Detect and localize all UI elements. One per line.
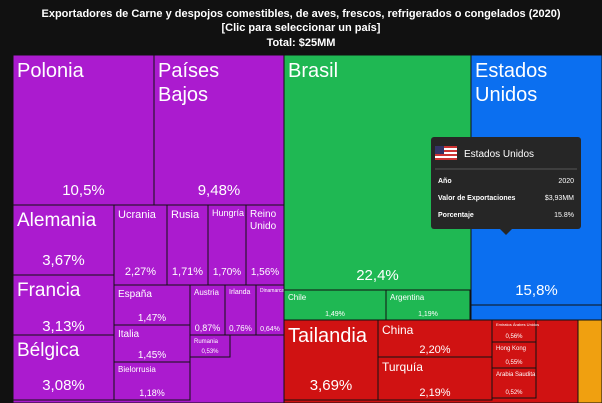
cell-name: Dinamarca: [260, 288, 284, 294]
cell-value-label: 0,52%: [505, 390, 523, 396]
cell-value-label: 3,69%: [310, 377, 353, 394]
cell-value-label: 1,47%: [138, 313, 166, 324]
cell: [113, 361, 191, 401]
cell-value-label: 0,55%: [505, 360, 523, 366]
tooltip-box: [431, 137, 581, 229]
cell-name: Países Bajos: [158, 60, 219, 106]
cell-name: Austria: [194, 288, 219, 297]
cell: [283, 289, 387, 321]
cell: [12, 54, 155, 206]
cells: Polonia 10,5% Países Bajos 9,48% Brasil 22,4% E…: [12, 54, 602, 401]
cell: [283, 319, 379, 401]
tooltip-arrow: [500, 229, 512, 235]
cell: [245, 204, 285, 286]
cell: [385, 289, 471, 321]
tooltip-label: Año: [438, 178, 452, 185]
cell-value-label: 0,87%: [195, 323, 221, 333]
chart-total: Total: $25MM: [267, 37, 336, 49]
cell-name: Bélgica: [17, 340, 80, 361]
cell-name: Tailandia: [288, 325, 368, 347]
tooltip: Estados Unidos Año 2020 Valor de Exportaci…: [431, 137, 581, 235]
cell-value-label: 0,76%: [229, 324, 252, 333]
cell: [491, 367, 537, 399]
cell: [255, 284, 285, 336]
cell: [153, 54, 285, 206]
cell-value-label: 0,53%: [201, 349, 219, 355]
cell-name: Chile: [288, 293, 307, 302]
cell-value-label: 0,64%: [260, 326, 280, 333]
cell-name: Turquía: [382, 360, 423, 374]
cell-name: Hungría: [212, 208, 244, 218]
cell-name: Polonia: [17, 60, 85, 82]
cell-name: Irlanda: [229, 289, 251, 296]
cell-name: Brasil: [288, 60, 338, 82]
tooltip-title: Estados Unidos: [464, 149, 534, 160]
cell: [12, 274, 115, 336]
cell-name: Francia: [17, 280, 81, 301]
cell-name: Estados Unidos: [475, 60, 547, 106]
cell: [189, 284, 226, 336]
cell-value-label: 2,20%: [419, 344, 450, 356]
cell-name: Reino Unido: [250, 209, 277, 232]
cell-name: España: [118, 289, 152, 300]
cell-value-label: 1,56%: [251, 267, 279, 278]
cell-name: Rumania: [194, 339, 219, 345]
cell-value-label: 1,49%: [325, 311, 345, 318]
tooltip-value: 15.8%: [554, 212, 574, 219]
cell: [12, 204, 115, 276]
tooltip-label: Porcentaje: [438, 212, 474, 219]
cell-name: Bielorrusia: [118, 365, 156, 374]
cell: [113, 204, 168, 286]
cell-name: Arabia Saudita: [496, 372, 536, 378]
flag-stripe: [435, 158, 457, 160]
cell-value-label: 2,19%: [419, 387, 450, 399]
cell-value-label: 1,19%: [418, 311, 438, 318]
cell-name: Hong Kong: [496, 346, 526, 352]
cell-value-label: 10,5%: [62, 182, 105, 199]
chart-title: Exportadores de Carne y despojos comesti…: [41, 8, 560, 20]
cell-value-label: 1,18%: [139, 388, 165, 398]
cell-value-label: 1,70%: [213, 267, 241, 278]
cell-value-label: 0,56%: [505, 334, 523, 340]
cell: [377, 356, 493, 401]
cell-value-label: 3,67%: [42, 252, 85, 269]
cell: [12, 334, 115, 401]
flag-stripe: [435, 154, 457, 156]
flag-stripe: [435, 146, 457, 148]
region-africa: [577, 319, 602, 403]
cell: [189, 334, 231, 358]
cell-value-label: 2,27%: [125, 266, 156, 278]
cell-value-label: 22,4%: [356, 267, 399, 284]
cell: [166, 204, 209, 286]
cell-value-label: 1,45%: [138, 350, 166, 361]
cell-name: Argentina: [390, 293, 425, 302]
chart-subtitle: [Clic para seleccionar un país]: [222, 22, 381, 34]
cell: [377, 319, 493, 358]
cell-name: Italia: [118, 329, 140, 340]
flag-stripe: [435, 150, 457, 152]
tooltip-value: 2020: [558, 178, 574, 185]
cell-name: Alemania: [17, 210, 97, 231]
cell-value-label: 1,71%: [172, 266, 203, 278]
cell-value-label: 9,48%: [198, 182, 241, 199]
cell: [224, 284, 257, 336]
cell-value-label: 3,08%: [42, 377, 85, 394]
tooltip-value: $3,93MM: [545, 195, 574, 202]
cell-name: Rusia: [171, 209, 200, 221]
cell-value-label: 15,8%: [515, 282, 558, 299]
tooltip-label: Valor de Exportaciones: [438, 195, 516, 202]
cell-name: China: [382, 323, 414, 337]
flag-canton: [435, 146, 444, 154]
cell-value-label: 3,13%: [42, 318, 85, 335]
cell-name: Ucrania: [118, 209, 157, 221]
cell-name: Emiratos Árabes Unidos: [496, 322, 539, 327]
